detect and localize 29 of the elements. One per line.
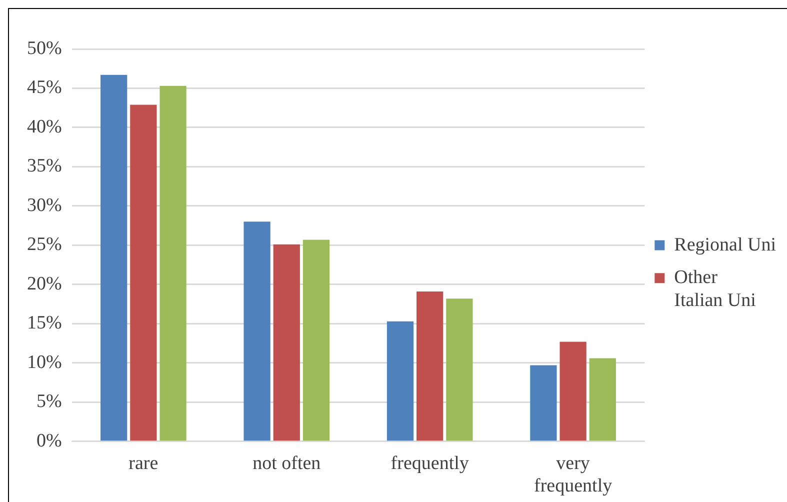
y-tick-label: 15% [27, 312, 62, 334]
bar [273, 244, 300, 441]
bar [302, 240, 330, 441]
x-tick-label: very frequently [534, 452, 613, 497]
bar [244, 222, 270, 441]
legend-label: Regional Uni [674, 234, 776, 256]
bar [530, 365, 557, 441]
y-tick-label: 50% [27, 38, 62, 59]
y-tick-label: 0% [36, 430, 62, 452]
bar [386, 321, 414, 441]
y-tick-label: 30% [27, 194, 62, 216]
y-tick-label: 20% [27, 273, 62, 294]
bar [100, 74, 128, 441]
bar [160, 86, 186, 441]
y-tick-label: 35% [27, 156, 62, 177]
y-tick-label: 40% [27, 116, 62, 138]
bar [446, 298, 473, 441]
x-tick-label: frequently [390, 452, 470, 474]
x-tick-label: not often [252, 452, 322, 474]
bar [130, 104, 157, 441]
y-tick-label: 10% [27, 352, 62, 373]
bar [589, 358, 616, 441]
y-tick-label: 5% [36, 391, 62, 412]
bar [560, 342, 586, 441]
legend-label: Other Italian Uni [674, 267, 756, 311]
bar [416, 292, 444, 441]
y-tick-label: 25% [27, 234, 62, 256]
y-tick-label: 45% [27, 77, 62, 98]
x-tick-label: rare [128, 452, 158, 474]
